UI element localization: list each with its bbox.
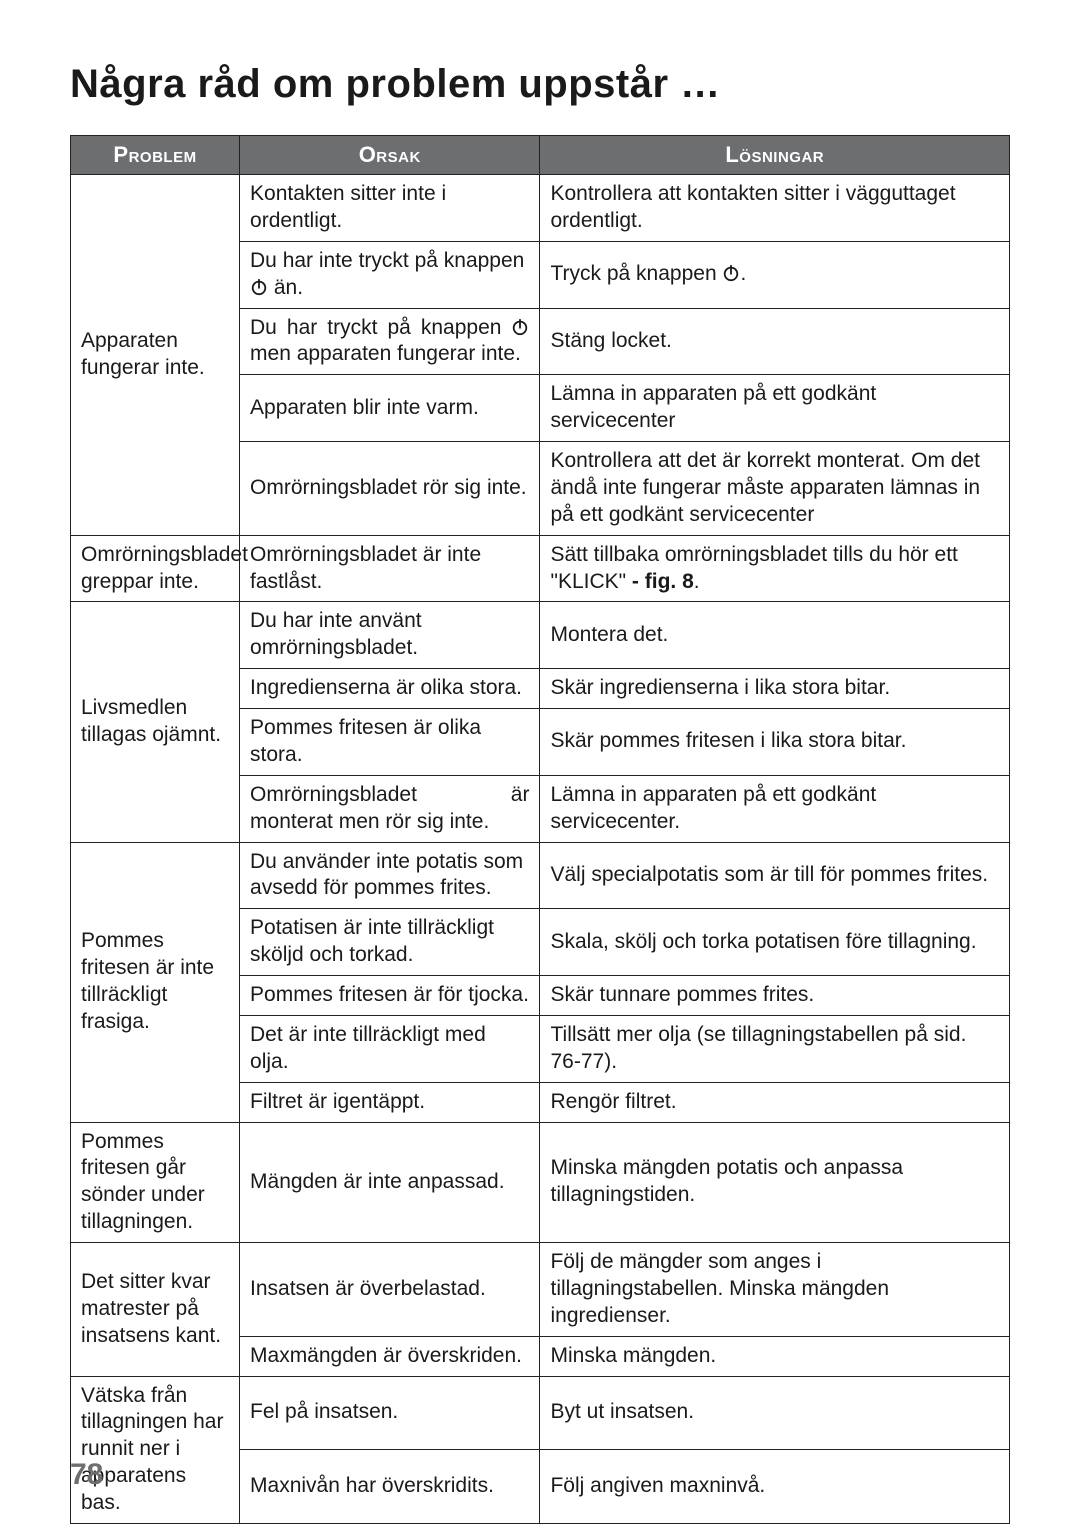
- cell-cause: Du har tryckt på knappen men apparaten f…: [240, 308, 540, 375]
- cell-cause: Pommes fritesen är för tjocka.: [240, 976, 540, 1016]
- power-icon: [722, 264, 740, 282]
- cell-cause: Du använder inte potatis som avsedd för …: [240, 842, 540, 909]
- table-row: Pommes fritesen är inte tillräckligt fra…: [71, 842, 1010, 909]
- cell-solution: Följ angiven maxninvå.: [540, 1450, 1010, 1524]
- cell-problem: Vätska från tillagningen har runnit ner …: [71, 1376, 240, 1523]
- cell-cause: Omrörningsbladet är inte fastlåst.: [240, 535, 540, 602]
- col-solution-header: Lösningar: [540, 136, 1010, 175]
- cell-solution: Minska mängden potatis och anpassa tilla…: [540, 1122, 1010, 1243]
- cell-solution: Skala, skölj och torka potatisen före ti…: [540, 909, 1010, 976]
- power-icon: [511, 318, 529, 336]
- cell-solution: Kontrollera att det är korrekt monterat.…: [540, 442, 1010, 536]
- cell-solution: Byt ut insatsen.: [540, 1376, 1010, 1450]
- cell-solution: Lämna in apparaten på ett godkänt servic…: [540, 775, 1010, 842]
- cell-solution: Sätt tillbaka omrörningsbladet tills du …: [540, 535, 1010, 602]
- table-row: Pommes fritesen går sönder under tillagn…: [71, 1122, 1010, 1243]
- cell-problem: Det sitter kvar matrester på insatsens k…: [71, 1243, 240, 1377]
- table-row: Vätska från tillagningen har runnit ner …: [71, 1376, 1010, 1450]
- col-cause-header: Orsak: [240, 136, 540, 175]
- cell-problem: Pommes fritesen går sönder under tillagn…: [71, 1122, 240, 1243]
- cell-solution: Skär pommes fritesen i lika stora bitar.: [540, 709, 1010, 776]
- table-row: Det sitter kvar matrester på insatsens k…: [71, 1243, 1010, 1337]
- col-problem-header: Problem: [71, 136, 240, 175]
- cell-solution: Tryck på knappen .: [540, 241, 1010, 308]
- cell-cause: Pommes fritesen är olika stora.: [240, 709, 540, 776]
- cell-problem: Pommes fritesen är inte tillräckligt fra…: [71, 842, 240, 1122]
- cell-problem: Apparaten fungerar inte.: [71, 175, 240, 536]
- cell-cause: Du har inte använt omrörningsbladet.: [240, 602, 540, 669]
- cell-cause: Mängden är inte anpassad.: [240, 1122, 540, 1243]
- cell-solution: Minska mängden.: [540, 1336, 1010, 1376]
- cell-problem: Livsmedlen tillagas ojämnt.: [71, 602, 240, 842]
- cell-solution: Montera det.: [540, 602, 1010, 669]
- cell-solution: Kontrollera att kontakten sitter i väggu…: [540, 175, 1010, 242]
- cell-solution: Följ de mängder som anges i tillagningst…: [540, 1243, 1010, 1337]
- cell-problem: Omrörningsbladet greppar inte.: [71, 535, 240, 602]
- cell-cause: Insatsen är överbelastad.: [240, 1243, 540, 1337]
- power-icon: [250, 278, 268, 296]
- cell-cause: Maxnivån har överskridits.: [240, 1450, 540, 1524]
- cell-cause: Potatisen är inte tillräckligt sköljd oc…: [240, 909, 540, 976]
- troubleshoot-table: Problem Orsak Lösningar Apparaten funger…: [70, 135, 1010, 1524]
- cell-cause: Omrörningsbladet är monterat men rör sig…: [240, 775, 540, 842]
- page-title: Några råd om problem uppstår …: [70, 62, 1010, 107]
- cell-cause: Ingredienserna är olika stora.: [240, 669, 540, 709]
- cell-cause: Maxmängden är överskriden.: [240, 1336, 540, 1376]
- table-row: Omrörningsbladet greppar inte.Omrörnings…: [71, 535, 1010, 602]
- cell-solution: Skär tunnare pommes frites.: [540, 976, 1010, 1016]
- cell-solution: Välj specialpotatis som är till för pomm…: [540, 842, 1010, 909]
- cell-cause: Filtret är igentäppt.: [240, 1082, 540, 1122]
- page: Några råd om problem uppstår … Problem O…: [0, 0, 1080, 1532]
- cell-cause: Du har inte tryckt på knappen än.: [240, 241, 540, 308]
- cell-solution: Tillsätt mer olja (se tillagningstabelle…: [540, 1015, 1010, 1082]
- table-row: Livsmedlen tillagas ojämnt.Du har inte a…: [71, 602, 1010, 669]
- cell-solution: Stäng locket.: [540, 308, 1010, 375]
- cell-cause: Apparaten blir inte varm.: [240, 375, 540, 442]
- cell-cause: Det är inte tillräckligt med olja.: [240, 1015, 540, 1082]
- cell-cause: Kontakten sitter inte i ordentligt.: [240, 175, 540, 242]
- page-number: 78: [70, 1458, 103, 1492]
- table-row: Apparaten fungerar inte.Kontakten sitter…: [71, 175, 1010, 242]
- cell-solution: Skär ingredienserna i lika stora bitar.: [540, 669, 1010, 709]
- cell-solution: Lämna in apparaten på ett godkänt servic…: [540, 375, 1010, 442]
- cell-cause: Fel på insatsen.: [240, 1376, 540, 1450]
- table-header-row: Problem Orsak Lösningar: [71, 136, 1010, 175]
- cell-solution: Rengör filtret.: [540, 1082, 1010, 1122]
- cell-cause: Omrörningsbladet rör sig inte.: [240, 442, 540, 536]
